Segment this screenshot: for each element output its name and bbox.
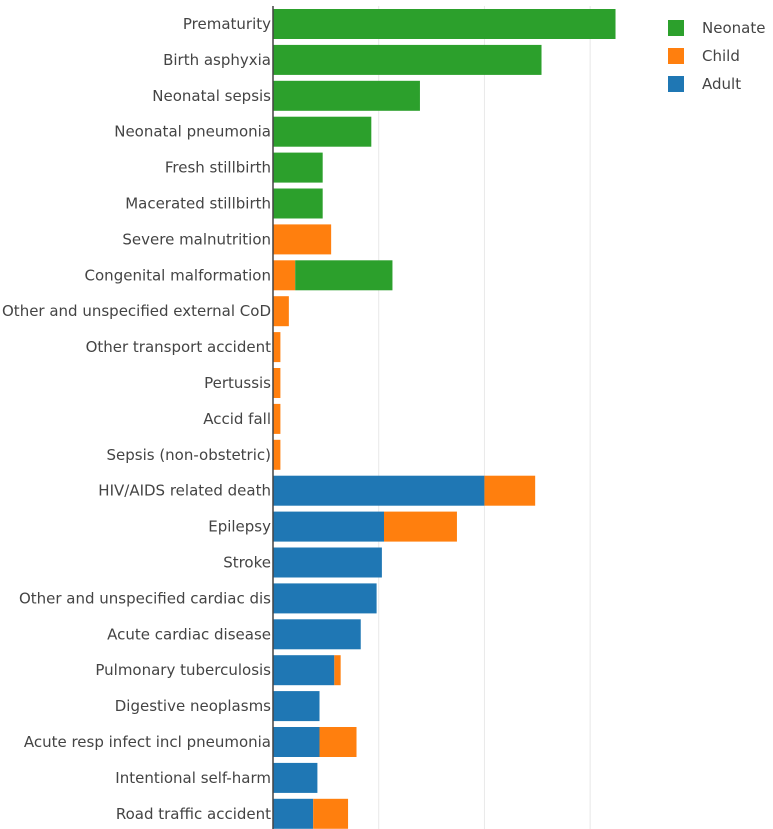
- gridlines: [378, 6, 591, 829]
- bar-child[interactable]: [334, 655, 341, 686]
- legend: Neonate Child Adult: [668, 19, 765, 93]
- bar-neonate[interactable]: [273, 80, 420, 111]
- bar-adult[interactable]: [273, 691, 320, 722]
- bar-adult[interactable]: [273, 511, 384, 542]
- bar-neonate[interactable]: [273, 152, 323, 183]
- category-label: Pulmonary tuberculosis: [95, 661, 271, 679]
- bar-child[interactable]: [273, 403, 281, 434]
- category-label: Sepsis (non-obstetric): [106, 446, 271, 464]
- bar-child[interactable]: [273, 224, 332, 255]
- bar-adult[interactable]: [273, 619, 361, 650]
- bar-child[interactable]: [273, 260, 296, 291]
- bar-child[interactable]: [273, 439, 281, 470]
- bar-neonate[interactable]: [273, 188, 323, 219]
- category-label: Congenital malformation: [85, 266, 271, 284]
- category-label: Prematurity: [183, 15, 271, 33]
- category-label: Birth asphyxia: [163, 51, 271, 69]
- legend-label: Adult: [702, 75, 741, 93]
- category-label: Neonatal sepsis: [152, 87, 271, 105]
- bar-neonate[interactable]: [273, 116, 372, 147]
- legend-swatch: [668, 48, 684, 64]
- bar-child[interactable]: [319, 727, 357, 757]
- legend-swatch: [668, 20, 684, 36]
- bar-child[interactable]: [273, 332, 281, 363]
- bar-adult[interactable]: [273, 547, 382, 578]
- category-label: Acute cardiac disease: [107, 625, 271, 643]
- category-label: Pertussis: [204, 374, 271, 392]
- bar-adult[interactable]: [273, 798, 314, 829]
- bar-adult[interactable]: [273, 583, 377, 614]
- category-label: Severe malnutrition: [122, 230, 271, 248]
- bar-child[interactable]: [273, 368, 281, 398]
- legend-label: Neonate: [702, 19, 765, 37]
- legend-swatch: [668, 76, 684, 92]
- bar-neonate[interactable]: [295, 260, 393, 291]
- category-label: Other transport accident: [86, 338, 272, 356]
- category-label: Fresh stillbirth: [165, 159, 271, 177]
- category-label: Macerated stillbirth: [125, 195, 271, 213]
- category-labels: Prematurity Birth asphyxia Neonatal sepsis…: [2, 15, 271, 823]
- category-label: HIV/AIDS related death: [98, 482, 271, 500]
- bar-adult[interactable]: [273, 727, 320, 757]
- bar-child[interactable]: [313, 798, 349, 829]
- category-label: Acute resp infect incl pneumonia: [24, 733, 271, 751]
- bar-adult[interactable]: [273, 475, 485, 506]
- category-label: Accid fall: [203, 410, 271, 428]
- category-label: Stroke: [223, 554, 271, 572]
- category-label: Epilepsy: [208, 518, 271, 536]
- bar-neonate[interactable]: [273, 9, 616, 39]
- legend-label: Child: [702, 47, 740, 65]
- bar-adult[interactable]: [273, 762, 318, 793]
- bar-adult[interactable]: [273, 655, 335, 686]
- bar-child[interactable]: [484, 475, 536, 506]
- category-label: Digestive neoplasms: [115, 697, 271, 715]
- bar-child[interactable]: [384, 511, 457, 542]
- category-label: Other and unspecified cardiac dis: [19, 589, 271, 607]
- bar-neonate[interactable]: [273, 44, 542, 75]
- bars: [273, 9, 616, 829]
- category-label: Road traffic accident: [116, 805, 271, 823]
- category-label: Neonatal pneumonia: [114, 123, 271, 141]
- bar-child[interactable]: [273, 296, 289, 327]
- category-label: Other and unspecified external CoD: [2, 302, 271, 320]
- category-label: Intentional self-harm: [115, 769, 271, 787]
